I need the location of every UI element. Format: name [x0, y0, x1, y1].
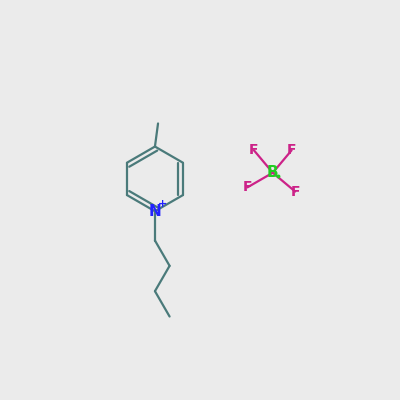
Text: N: N: [148, 204, 161, 219]
Text: F: F: [290, 184, 300, 198]
Text: +: +: [158, 198, 167, 208]
Text: F: F: [243, 180, 252, 194]
Text: F: F: [249, 143, 259, 157]
Text: F: F: [287, 143, 296, 157]
Text: B: B: [267, 165, 278, 180]
